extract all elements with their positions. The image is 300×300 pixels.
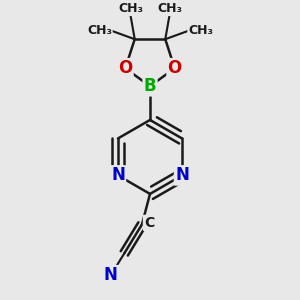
Text: O: O (168, 59, 182, 77)
Text: CH₃: CH₃ (87, 25, 112, 38)
Text: B: B (144, 77, 156, 95)
Text: N: N (104, 266, 118, 284)
Text: CH₃: CH₃ (118, 2, 143, 16)
Text: N: N (175, 167, 189, 184)
Text: C: C (144, 216, 154, 230)
Text: CH₃: CH₃ (188, 25, 213, 38)
Text: O: O (118, 59, 132, 77)
Text: CH₃: CH₃ (157, 2, 182, 16)
Text: N: N (111, 167, 125, 184)
